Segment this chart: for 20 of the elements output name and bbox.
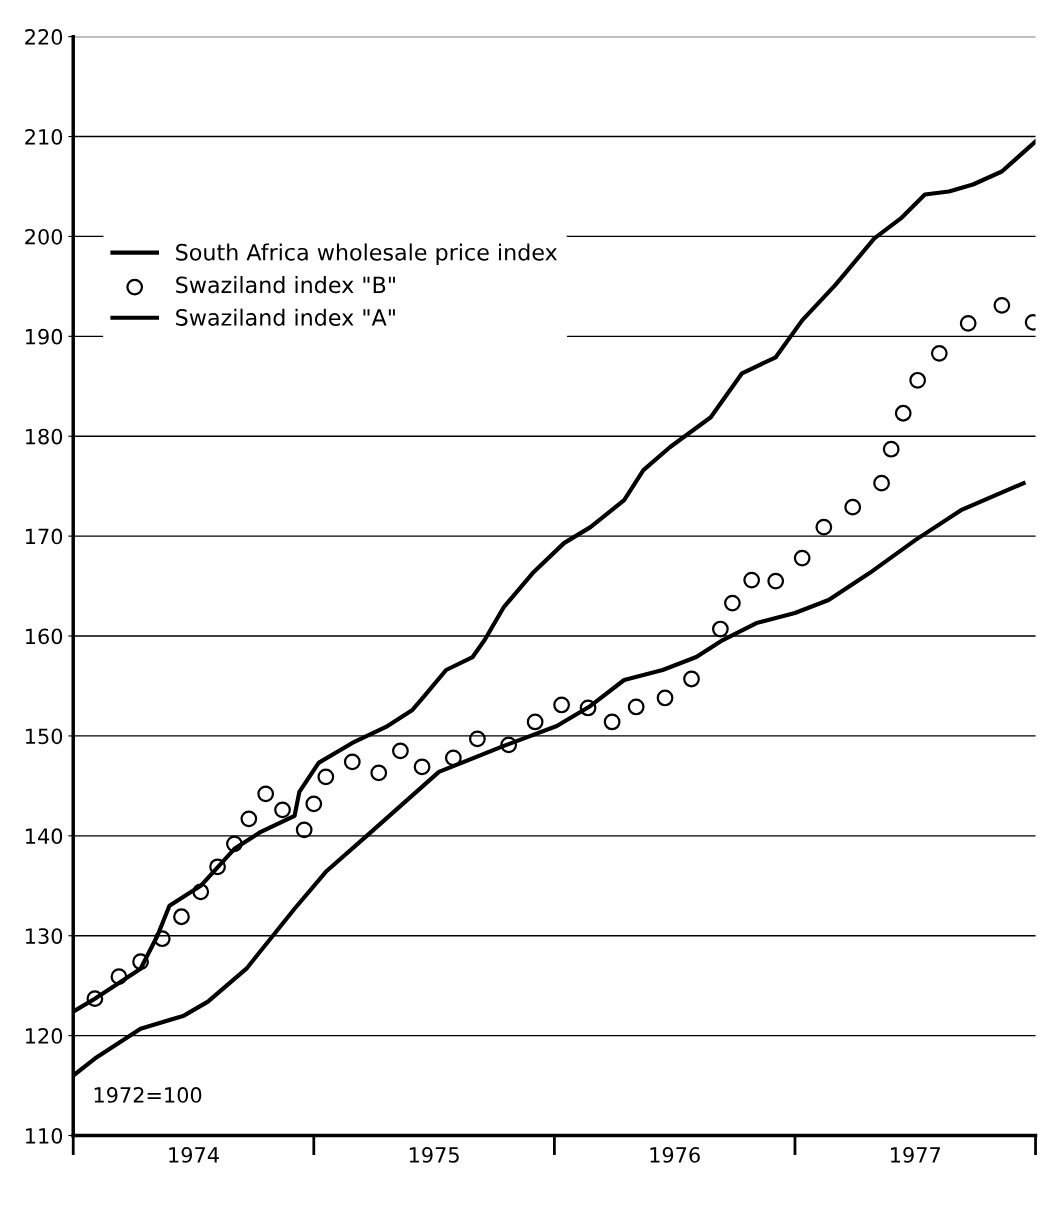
x-tick-label: 1974: [169, 1147, 219, 1163]
y-tick-label: 220: [25, 29, 63, 45]
y-tick-label: 170: [26, 528, 63, 545]
x-tick-label: 1976: [650, 1147, 700, 1163]
y-tick-label: 150: [26, 728, 63, 745]
annotation: 1972=100: [94, 1087, 202, 1103]
y-tick-label: 140: [26, 828, 63, 845]
y-tick-label: 120: [26, 1028, 63, 1044]
legend-label: South Africa wholesale price index: [176, 243, 558, 265]
x-tick-label: 1977: [891, 1147, 940, 1163]
y-tick-label: 200: [25, 228, 63, 245]
y-tick-label: 210: [25, 128, 63, 145]
x-tick-label: 1975: [409, 1147, 459, 1163]
y-tick-label: 110: [26, 1127, 63, 1144]
y-tick-label: 130: [26, 928, 63, 944]
y-tick-label: 180: [26, 428, 63, 445]
legend-label: Swaziland index "B": [176, 276, 395, 294]
legend-label: Swaziland index "A": [176, 308, 395, 326]
y-tick-label: 190: [26, 328, 63, 345]
y-tick-label: 160: [26, 628, 63, 645]
